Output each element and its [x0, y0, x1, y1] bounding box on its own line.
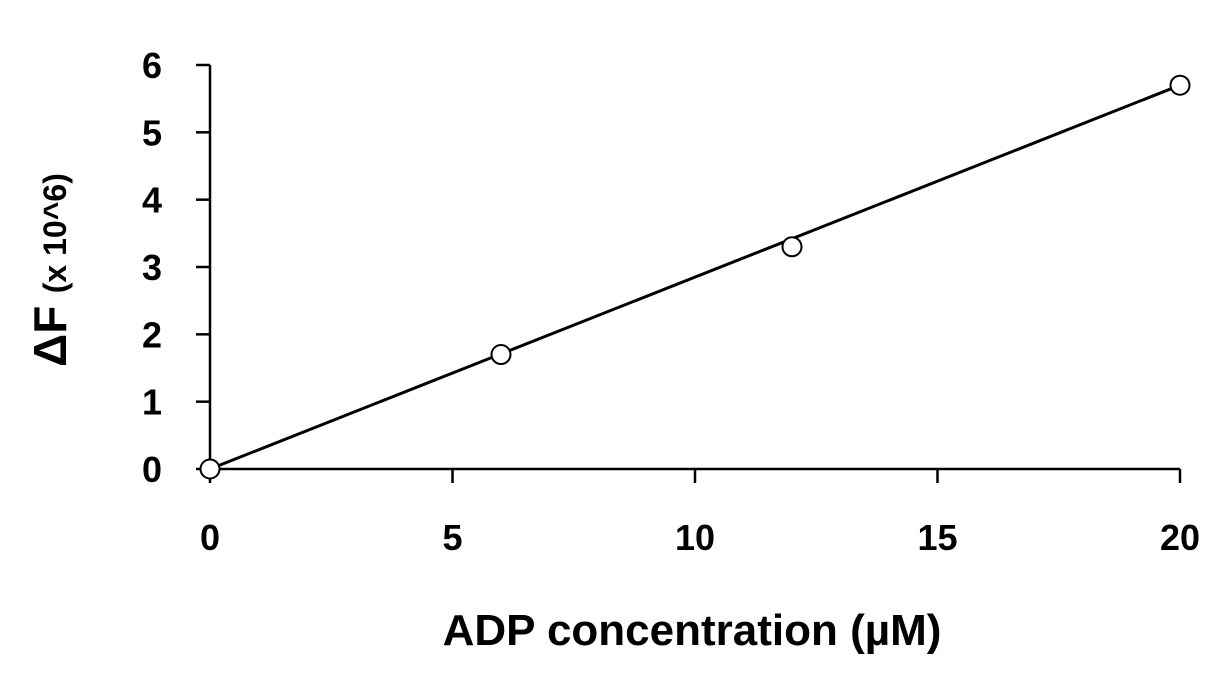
y-tick-label: 4: [142, 180, 162, 221]
x-tick-label: 15: [917, 517, 957, 558]
x-axis-title: ADP concentration (µM): [443, 606, 942, 655]
y-axis-title-unit: (x 10^6): [37, 173, 73, 293]
y-tick-label: 0: [142, 449, 162, 490]
ticks: 0 1 2 3 4 5 6 0 5 10 15 20: [142, 45, 1200, 558]
fit-line: [209, 83, 1181, 471]
y-axis-title-main: ΔF: [24, 306, 76, 367]
x-tick-label: 5: [442, 517, 462, 558]
fit-line-group: [209, 83, 1181, 471]
svg-text:ΔF (x 10^6): ΔF (x 10^6): [24, 173, 76, 367]
data-points: [199, 74, 1191, 480]
data-point: [490, 344, 512, 366]
y-tick-label: 6: [142, 45, 162, 86]
x-tick-label: 10: [675, 517, 715, 558]
y-tick-label: 2: [142, 314, 162, 355]
y-tick-label: 1: [142, 382, 162, 423]
axes: [208, 65, 1180, 471]
y-tick-label: 3: [142, 247, 162, 288]
data-point: [781, 236, 803, 258]
y-tick-label: 5: [142, 112, 162, 153]
x-tick-label: 0: [200, 517, 220, 558]
data-point: [199, 458, 221, 480]
x-tick-label: 20: [1160, 517, 1200, 558]
y-axis-title: ΔF (x 10^6): [24, 173, 76, 367]
data-point: [1169, 74, 1191, 96]
